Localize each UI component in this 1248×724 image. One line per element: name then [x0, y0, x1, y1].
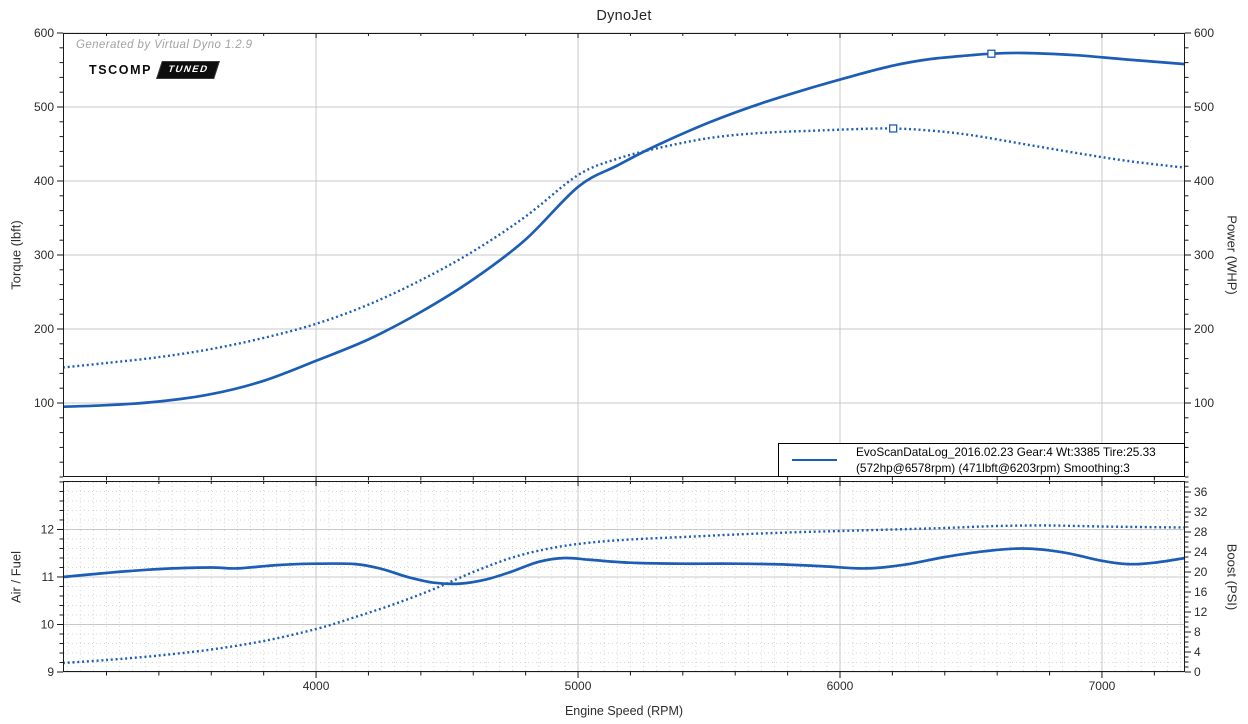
- tuner-logo: TSCOMP TUNED: [89, 60, 221, 79]
- tick-label: 6000: [827, 679, 854, 693]
- tick-label: 32: [1194, 505, 1208, 519]
- peak-marker: [889, 124, 898, 133]
- panel-frame: [63, 481, 1185, 672]
- panel-frame: [63, 33, 1185, 477]
- tick-label: 12: [1194, 605, 1208, 619]
- axis-title-torque: Torque (lbft): [8, 220, 24, 290]
- tick-label: 7000: [1089, 679, 1116, 693]
- tick-label: 200: [1194, 322, 1214, 336]
- legend-line-swatch: [792, 459, 837, 461]
- panel-top: 100 200 300 400 500 600 100 200 300 400 500 600: [34, 26, 1214, 483]
- series-boost-psi-: [62, 524, 1186, 665]
- legend-line2: (572hp@6578rpm) (471lbft@6203rpm) Smooth…: [856, 460, 1130, 475]
- series-group: [62, 49, 1186, 409]
- axis-title-boost: Boost (PSI): [1224, 543, 1240, 611]
- tick-label: 8: [1194, 625, 1201, 639]
- tick-label: 600: [34, 26, 54, 40]
- tick-label: 11: [42, 570, 55, 584]
- tick-label: 300: [1194, 248, 1214, 262]
- tick-label: 600: [1194, 26, 1214, 40]
- tick-label: 4: [1194, 645, 1201, 659]
- tick-label: 500: [1194, 100, 1214, 114]
- tick-label: 200: [34, 322, 54, 336]
- tick-label: 24: [1194, 545, 1208, 559]
- axis-title-power: Power (WHP): [1224, 215, 1240, 295]
- chart-title: DynoJet: [596, 8, 652, 24]
- tick-label: 28: [1194, 525, 1208, 539]
- watermark-text: Generated by Virtual Dyno 1.2.9: [76, 39, 253, 51]
- logo-brand-text: TSCOMP: [89, 62, 153, 77]
- series-power-whp-: [62, 51, 1186, 409]
- legend: EvoScanDataLog_2016.02.23 Gear:4 Wt:3385…: [778, 443, 1185, 477]
- tick-label: 5000: [565, 679, 592, 693]
- tick-label: 500: [34, 100, 54, 114]
- panel-bottom: 9 10 11 12 0 4 8 12 16 20 24 28 32 36 4000 5000 6000 7000: [41, 481, 1208, 693]
- tick-label: 300: [34, 248, 54, 262]
- series-torque-lbft-: [62, 127, 1186, 369]
- tick-label: 12: [41, 522, 55, 536]
- series-group: [62, 524, 1186, 665]
- tick-label: 400: [34, 174, 54, 188]
- tick-label: 20: [1194, 565, 1208, 579]
- tick-label: 10: [41, 617, 55, 631]
- tick-label: 36: [1194, 485, 1208, 499]
- tick-label: 100: [34, 396, 54, 410]
- tick-label: 4000: [303, 679, 330, 693]
- series-air-fuel: [62, 547, 1186, 586]
- tick-label: 100: [1194, 396, 1214, 410]
- tick-label: 9: [47, 665, 54, 679]
- tick-label: 16: [1194, 585, 1208, 599]
- axis-title-airfuel: Air / Fuel: [8, 550, 24, 604]
- tick-label: 0: [1194, 665, 1201, 679]
- legend-line1: EvoScanDataLog_2016.02.23 Gear:4 Wt:3385…: [856, 445, 1156, 459]
- tick-label: 400: [1194, 174, 1214, 188]
- axis-title-engine-speed: Engine Speed (RPM): [564, 704, 684, 718]
- peak-marker: [987, 49, 996, 58]
